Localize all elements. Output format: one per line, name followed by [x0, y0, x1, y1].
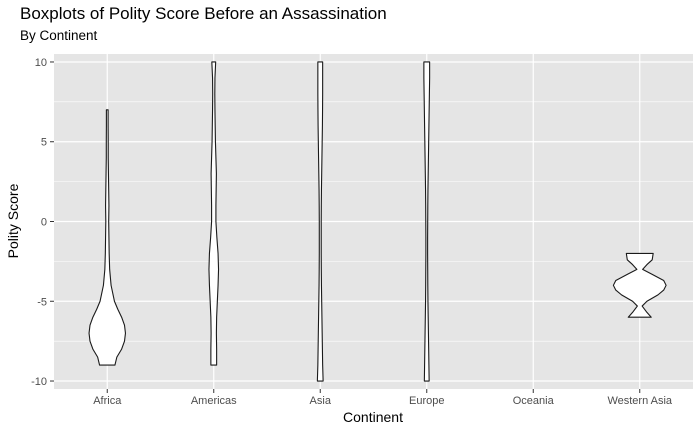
- violin-americas: [208, 61, 220, 366]
- x-tick-label: Asia: [310, 395, 332, 407]
- violin-layer: [88, 61, 667, 382]
- chart-title: Boxplots of Polity Score Before an Assas…: [20, 4, 387, 23]
- violin-asia: [316, 61, 324, 382]
- y-axis-title: Polity Score: [5, 183, 21, 258]
- violin-africa: [88, 109, 127, 366]
- y-tick-label: 10: [35, 57, 47, 69]
- x-tick-label: Oceania: [513, 395, 555, 407]
- x-tick-label: Americas: [191, 395, 237, 407]
- x-axis-title: Continent: [343, 409, 403, 425]
- x-tick-label: Western Asia: [607, 395, 672, 407]
- y-tick-label: 5: [41, 137, 47, 149]
- y-tick-label: 0: [41, 217, 47, 229]
- axis-layer: 10 5 0 -5 -10 Africa Americas Asia Europe Oceania…: [31, 57, 673, 407]
- x-tick-label: Africa: [93, 395, 122, 407]
- chart-subtitle: By Continent: [20, 28, 98, 43]
- x-tick-label: Europe: [409, 395, 444, 407]
- y-tick-label: -10: [31, 376, 47, 388]
- violin-europe: [423, 61, 431, 382]
- y-tick-label: -5: [37, 296, 47, 308]
- violin-western-asia: [612, 252, 667, 318]
